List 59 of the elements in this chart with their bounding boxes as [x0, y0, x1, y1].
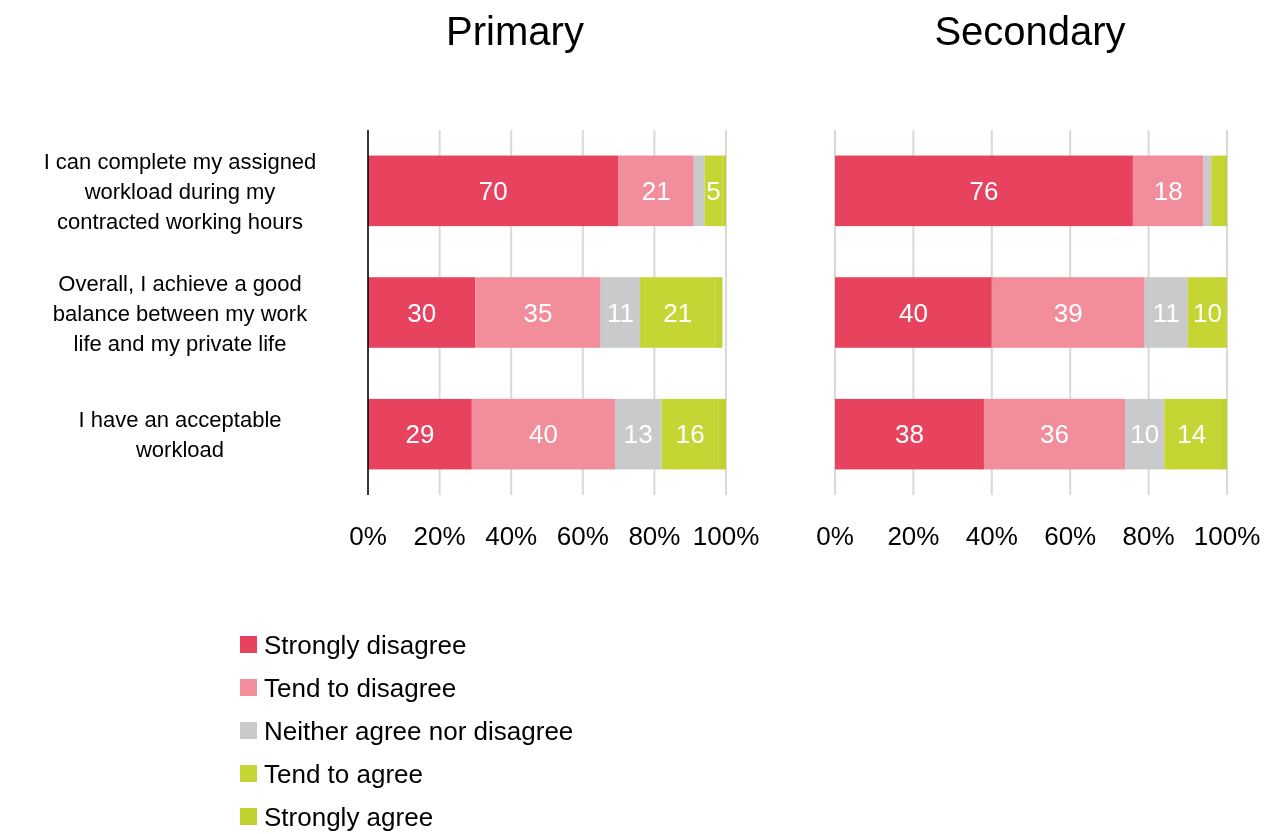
- legend-label: Strongly disagree: [264, 630, 467, 660]
- bar: [368, 277, 476, 348]
- bar: [835, 277, 992, 348]
- x-tick-label: 20%: [413, 521, 466, 551]
- y-tick-label: I have an acceptable workload: [78, 407, 282, 463]
- y-tick-label: Overall, I achieve a good balance between my work life and my private life: [52, 270, 309, 356]
- chart-title: Primary: [446, 9, 584, 53]
- bar: [1211, 155, 1224, 227]
- bar: [991, 277, 1145, 348]
- legend-label: Tend to agree: [264, 759, 424, 789]
- data-label: 38: [895, 419, 924, 450]
- bar: [1187, 277, 1227, 348]
- bar: [693, 155, 705, 227]
- bar: [475, 277, 601, 348]
- x-tick-label: 20%: [887, 521, 940, 551]
- data-label: 21: [641, 175, 671, 206]
- bar: [600, 277, 641, 348]
- x-tick-label: 80%: [628, 521, 681, 551]
- data-label: 10: [1192, 297, 1222, 328]
- bar: [1144, 277, 1188, 348]
- bar: [1132, 155, 1204, 227]
- data-label: 21: [663, 297, 693, 328]
- bar: [618, 155, 694, 227]
- bar: [1203, 155, 1212, 227]
- y-tick-label: I can complete my assigned workload during my contracted working hours: [43, 148, 317, 234]
- x-tick-label: 40%: [485, 521, 538, 551]
- x-tick-label: 100%: [1193, 521, 1261, 551]
- data-label: 16: [675, 419, 705, 450]
- bar: [368, 398, 472, 470]
- x-tick-label: 40%: [965, 521, 1018, 551]
- data-label: 76: [969, 175, 999, 206]
- data-label: 36: [1040, 419, 1069, 450]
- data-label: 14: [1177, 419, 1207, 450]
- bar: [615, 398, 662, 470]
- data-label: 35: [523, 297, 553, 328]
- bar: [1125, 398, 1165, 470]
- x-tick-label: 0%: [349, 521, 387, 551]
- bar: [835, 155, 1133, 227]
- data-label: 40: [898, 297, 928, 328]
- x-tick-label: 0%: [816, 521, 854, 551]
- bar: [368, 155, 619, 227]
- legend-label: Strongly agree: [264, 802, 434, 832]
- bar: [835, 398, 984, 470]
- x-tick-label: 60%: [556, 521, 609, 551]
- bar: [471, 398, 616, 470]
- data-label: 29: [405, 419, 435, 450]
- data-label: 5: [706, 175, 721, 206]
- x-tick-label: 100%: [692, 521, 760, 551]
- chart-title: Secondary: [934, 9, 1126, 53]
- legend-label: Neither agree nor disagree: [264, 716, 574, 746]
- data-label: 70: [478, 175, 508, 206]
- legend-label: Tend to disagree: [264, 673, 457, 703]
- data-label: 40: [528, 419, 558, 450]
- data-label: 39: [1053, 297, 1083, 328]
- x-tick-label: 60%: [1044, 521, 1097, 551]
- data-label: 30: [407, 297, 437, 328]
- data-label: 18: [1153, 175, 1183, 206]
- bar: [983, 398, 1126, 470]
- x-tick-label: 80%: [1122, 521, 1175, 551]
